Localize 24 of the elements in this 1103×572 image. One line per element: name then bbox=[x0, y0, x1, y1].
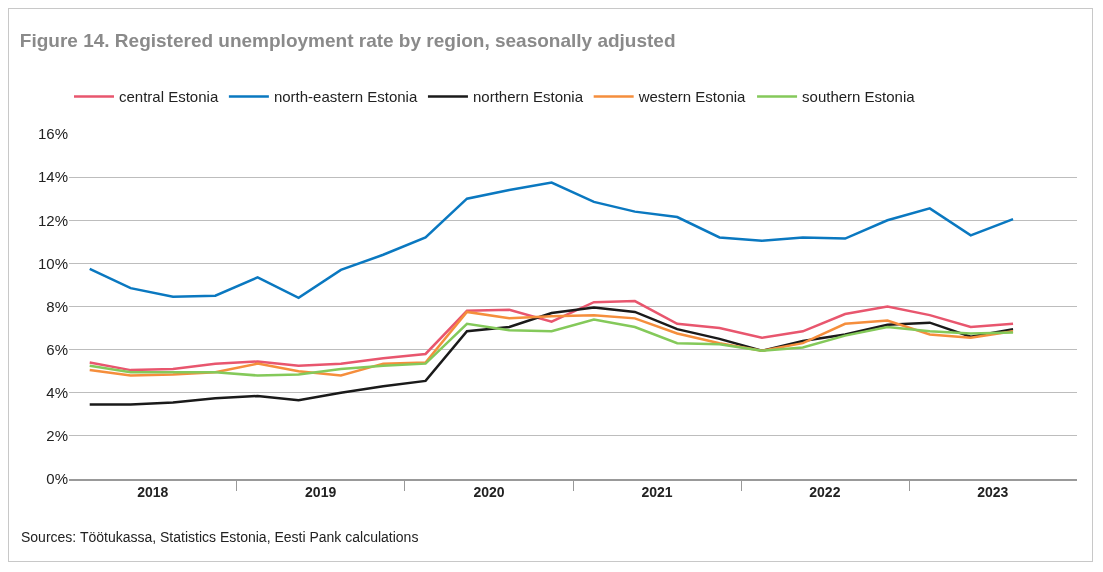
legend-label: central Estonia bbox=[119, 88, 219, 106]
source-note: Sources: Töötukassa, Statistics Estonia, Eesti Pank calculations bbox=[21, 529, 419, 545]
x-tick-label: 2022 bbox=[809, 484, 841, 501]
y-tick-label: 2% bbox=[46, 427, 68, 445]
x-tick-label: 2020 bbox=[473, 484, 505, 501]
legend-label: northern Estonia bbox=[472, 88, 584, 106]
legend-label: western Estonia bbox=[637, 88, 747, 106]
legend-label: north-eastern Estonia bbox=[273, 88, 418, 106]
y-tick-label: 0% bbox=[46, 470, 68, 488]
y-tick-label: 8% bbox=[46, 297, 68, 315]
y-tick-label: 6% bbox=[46, 340, 68, 358]
y-tick-label: 12% bbox=[37, 211, 68, 229]
x-tick-label: 2018 bbox=[137, 484, 169, 501]
legend-label: southern Estonia bbox=[802, 88, 916, 106]
y-tick-label: 4% bbox=[46, 384, 68, 401]
chart-title: Figure 14. Registered unemployment rate by region, seasonally adjusted bbox=[19, 30, 676, 52]
x-tick-label: 2023 bbox=[977, 484, 1009, 501]
y-tick-label: 16% bbox=[37, 125, 68, 143]
x-tick-label: 2019 bbox=[305, 484, 337, 501]
line-series bbox=[88, 181, 1015, 300]
y-tick-label: 14% bbox=[37, 168, 68, 186]
line-series bbox=[88, 299, 1015, 372]
y-tick-label: 10% bbox=[37, 254, 68, 272]
x-tick-label: 2021 bbox=[641, 484, 673, 501]
